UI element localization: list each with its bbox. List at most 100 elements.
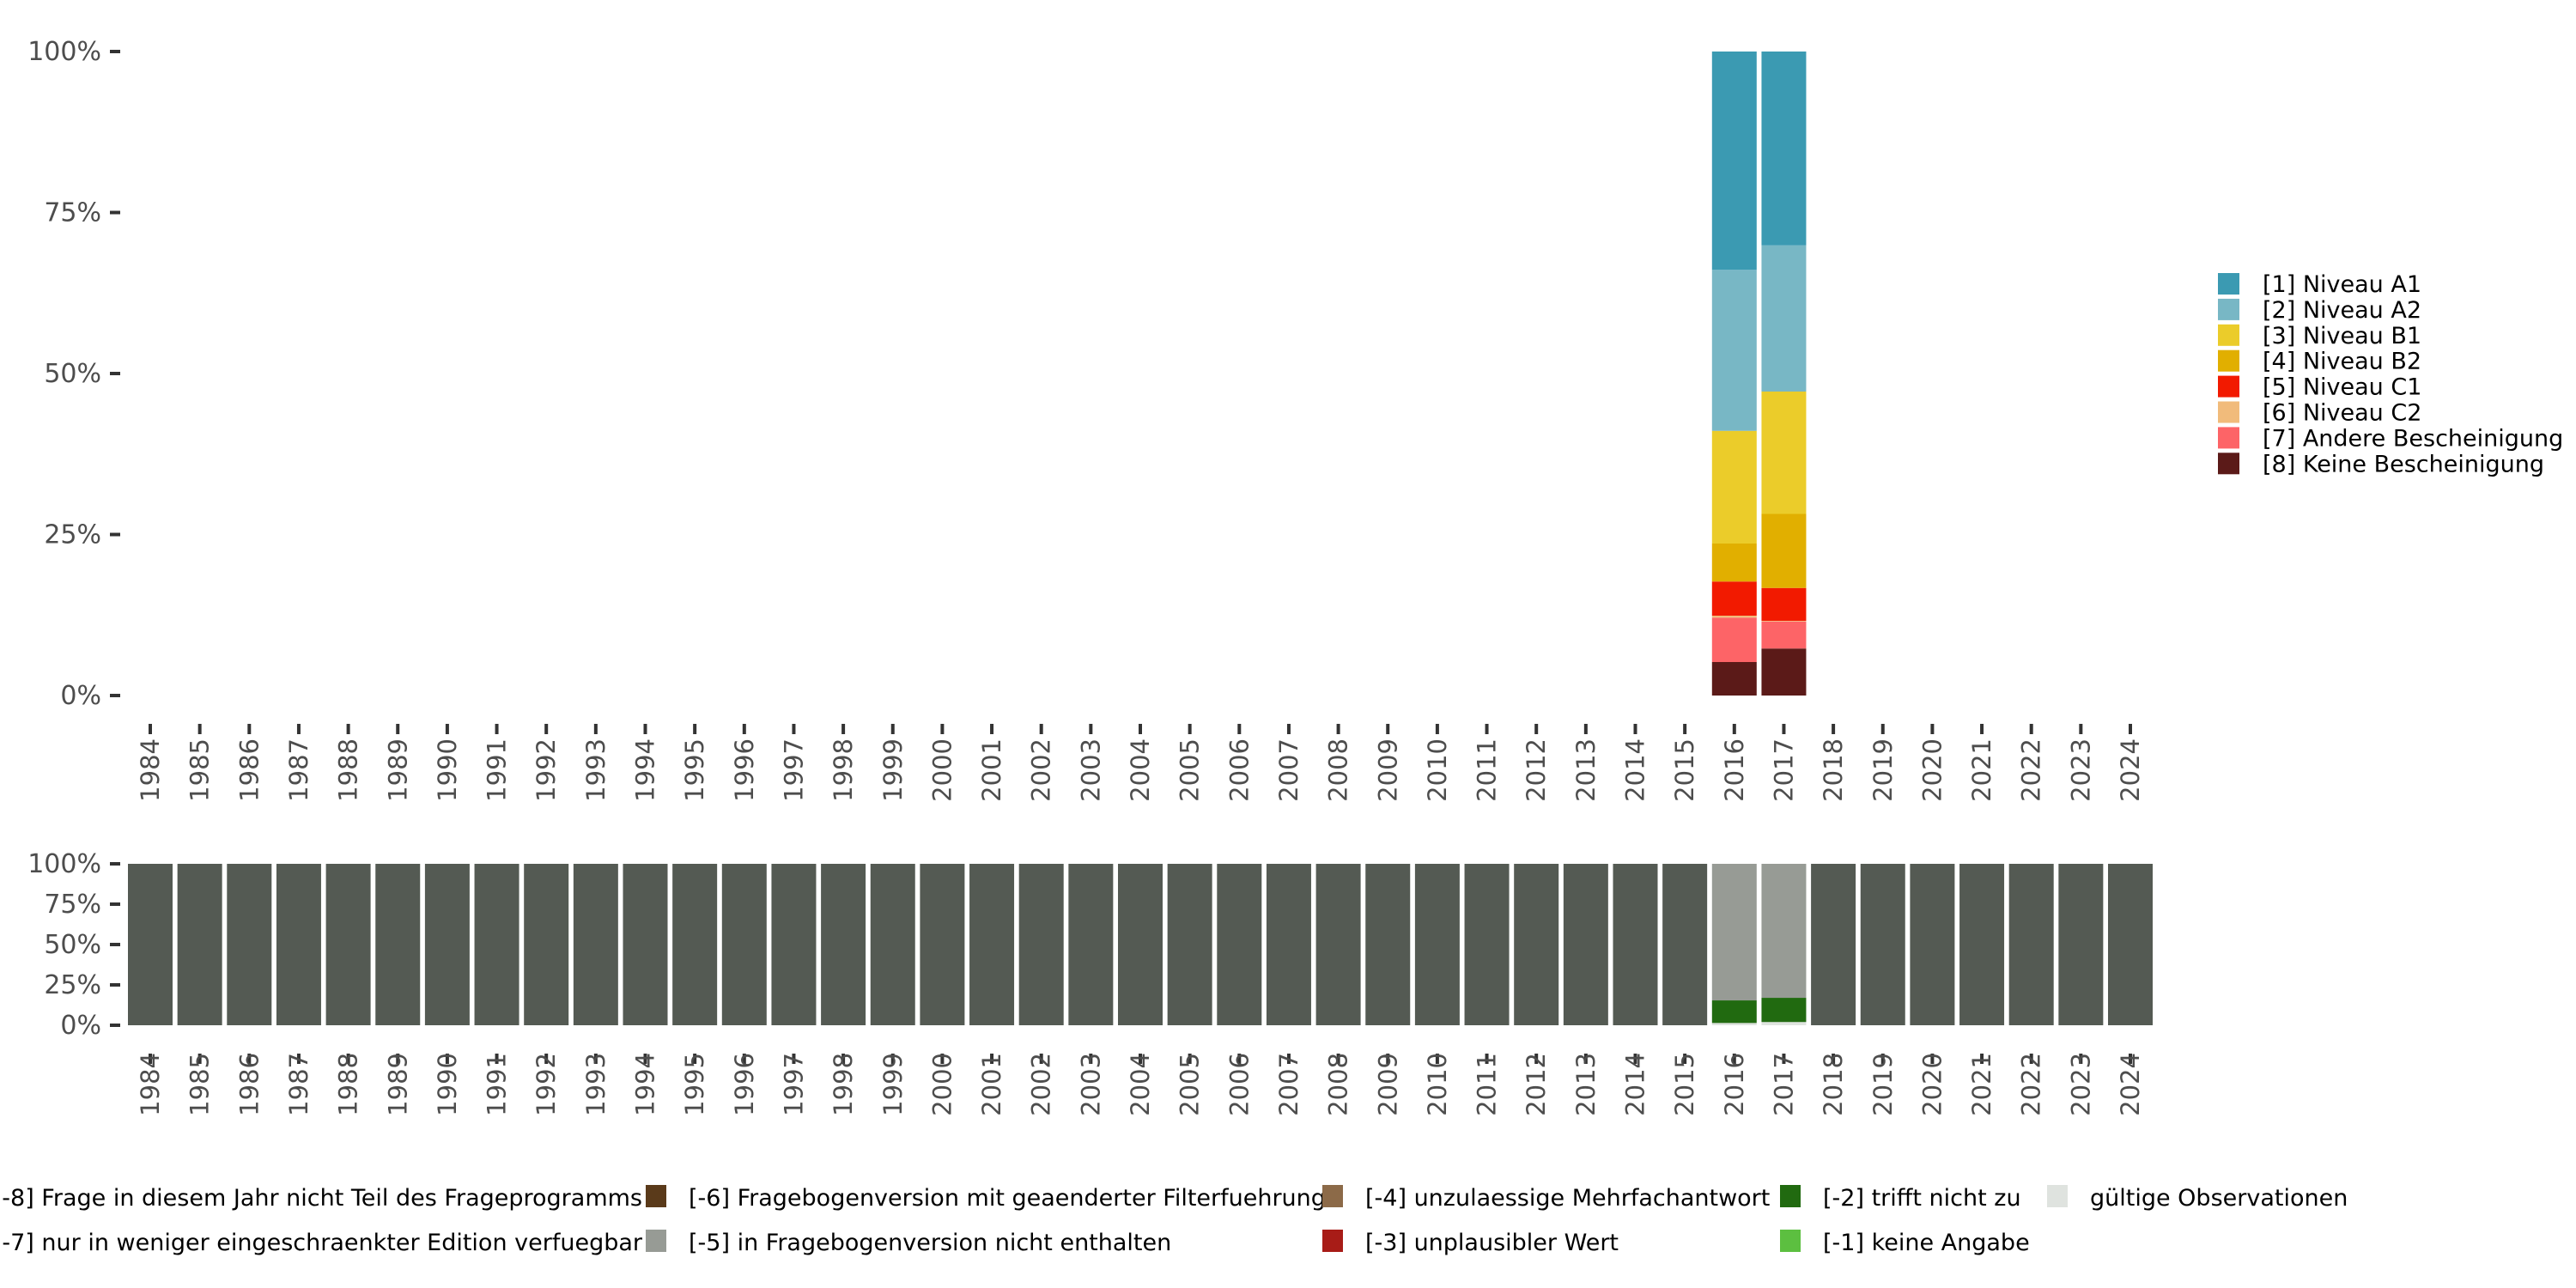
bar-segment <box>375 864 421 1025</box>
bar-segment <box>623 864 668 1025</box>
legend-label: [-8] Frage in diesem Jahr nicht Teil des… <box>0 1185 642 1212</box>
x-tick-label: 1992 <box>532 738 561 802</box>
x-tick-label: 2009 <box>1373 1053 1402 1116</box>
bar-segment <box>1711 616 1757 618</box>
x-tick-label: 2022 <box>2017 1053 2046 1116</box>
legend-key <box>646 1185 666 1207</box>
x-tick-label: 1990 <box>433 1053 462 1116</box>
bar-segment <box>1266 864 1311 1025</box>
y-tick-label: 25% <box>44 970 101 1000</box>
bar-segment <box>424 864 470 1025</box>
y-tick-label: 0% <box>60 681 101 711</box>
x-tick-label: 1994 <box>631 1053 660 1116</box>
bar-segment <box>1514 864 1559 1025</box>
bar-segment <box>920 864 965 1025</box>
legend-key <box>2218 298 2239 320</box>
x-tick-label: 2019 <box>1868 1053 1898 1116</box>
x-tick-label: 2013 <box>1571 1053 1601 1116</box>
x-tick-label: 2008 <box>1324 1053 1353 1116</box>
bar-segment <box>1761 1022 1807 1025</box>
x-tick-label: 1993 <box>581 738 611 802</box>
legend-label: [-7] nur in weniger eingeschraenkter Edi… <box>0 1230 643 1256</box>
bar-segment <box>1711 52 1757 270</box>
bar-segment <box>1761 587 1807 621</box>
x-tick-label: 2016 <box>1720 1053 1749 1116</box>
legend-label: [7] Andere Bescheinigung <box>2263 425 2563 452</box>
top-chart: 0% 25% 50% 75% 100% 1984 1985 1986 1987 1988 1989 1… <box>27 37 2145 802</box>
x-tick-label: 1998 <box>829 1053 858 1116</box>
bar-segment <box>1068 864 1114 1025</box>
x-tick-label: 2002 <box>1027 738 1056 802</box>
x-tick-label: 2024 <box>2116 1053 2145 1116</box>
x-tick-label: 2007 <box>1274 1053 1303 1116</box>
legend-key <box>2047 1185 2068 1207</box>
bar-segment <box>177 864 222 1025</box>
legend-label: [6] Niveau C2 <box>2263 400 2421 427</box>
bottom-legend: [-8] Frage in diesem Jahr nicht Teil des… <box>0 1185 2348 1256</box>
y-tick-label: 25% <box>44 520 101 550</box>
bar-segment <box>524 864 569 1025</box>
bar-segment <box>1563 864 1608 1025</box>
x-tick-label: 2015 <box>1670 738 1699 802</box>
bar-segment <box>1711 662 1757 696</box>
bar-segment <box>227 864 272 1025</box>
bottom-chart: 0% 25% 50% 75% 100% 1984 1985 1986 1987 1988 1989 1… <box>27 849 2153 1116</box>
legend-label: [-1] keine Angabe <box>1823 1230 2030 1256</box>
right-legend: [1] Niveau A1[2] Niveau A2[3] Niveau B1[… <box>2218 271 2563 477</box>
x-tick-label: 2021 <box>1967 1053 1996 1116</box>
legend-key <box>2218 427 2239 449</box>
x-tick-label: 2006 <box>1224 1053 1254 1116</box>
x-tick-label: 2003 <box>1076 1053 1105 1116</box>
bar-segment <box>128 864 173 1025</box>
x-tick-label: 2020 <box>1917 1053 1947 1116</box>
bar-segment <box>1711 430 1757 544</box>
x-tick-label: 1995 <box>680 1053 709 1116</box>
x-tick-label: 1984 <box>136 738 165 802</box>
legend-label: gültige Observationen <box>2090 1185 2348 1212</box>
x-tick-label: 2001 <box>977 1053 1006 1116</box>
x-tick-label: 2011 <box>1473 738 1502 802</box>
x-tick-label: 2005 <box>1176 738 1205 802</box>
bar-segment <box>1365 864 1411 1025</box>
bar-segment <box>1761 513 1807 588</box>
x-tick-label: 2012 <box>1522 738 1551 802</box>
bar-segment <box>474 864 519 1025</box>
bar-segment <box>276 864 321 1025</box>
x-tick-label: 1999 <box>878 1053 908 1116</box>
legend-label: [-6] Fragebogenversion mit geaenderter F… <box>689 1185 1326 1212</box>
legend-key <box>2218 324 2239 346</box>
bar-segment <box>672 864 718 1025</box>
bar-segment <box>1761 52 1807 246</box>
legend-label: [3] Niveau B1 <box>2263 323 2421 349</box>
x-tick-label: 2013 <box>1571 738 1601 802</box>
x-tick-label: 2007 <box>1274 738 1303 802</box>
x-tick-label: 1996 <box>730 1053 759 1116</box>
x-tick-label: 2009 <box>1373 738 1402 802</box>
bar-segment <box>1761 392 1807 514</box>
x-tick-label: 2008 <box>1324 738 1353 802</box>
x-tick-label: 2004 <box>1126 1053 1155 1116</box>
bar-segment <box>1761 864 1807 999</box>
bar-segment <box>573 864 618 1025</box>
x-tick-label: 1996 <box>730 738 759 802</box>
legend-key <box>1322 1185 1343 1207</box>
bar-segment <box>1910 864 1955 1025</box>
legend-label: [-3] unplausibler Wert <box>1365 1230 1619 1256</box>
bar-segment <box>1761 621 1807 622</box>
legend-label: [-2] trifft nicht zu <box>1823 1185 2021 1212</box>
x-tick-label: 2012 <box>1522 1053 1551 1116</box>
legend-key <box>646 1230 666 1252</box>
bar-segment <box>2058 864 2104 1025</box>
x-tick-label: 2000 <box>927 1053 957 1116</box>
bar-segment <box>1711 864 1757 1001</box>
x-tick-label: 2017 <box>1769 738 1798 802</box>
bar-segment <box>1711 544 1757 582</box>
y-tick-label: 75% <box>44 890 101 920</box>
bar-segment <box>1711 270 1757 431</box>
legend-label: [-4] unzulaessige Mehrfachantwort <box>1365 1185 1770 1212</box>
x-tick-label: 2020 <box>1917 738 1947 802</box>
bar-segment <box>1761 245 1807 392</box>
x-tick-label: 2017 <box>1769 1053 1798 1116</box>
bar-segment <box>1711 1023 1757 1025</box>
